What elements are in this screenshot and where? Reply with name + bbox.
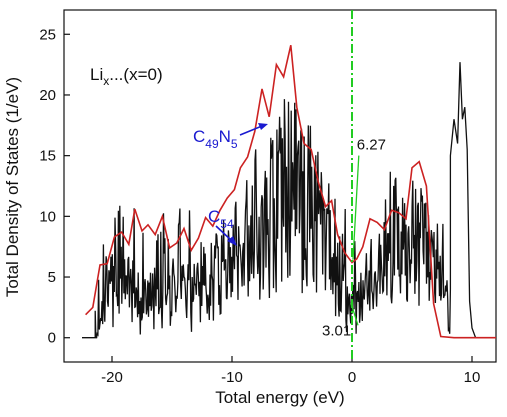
c49n5-arrow <box>239 125 263 136</box>
c54-arrow <box>215 225 233 242</box>
panel-label: Lix...(x=0) <box>90 65 163 88</box>
y-tick-label: 10 <box>39 208 56 225</box>
x-axis-ticks: -20 -10 0 10 <box>101 356 480 386</box>
y-tick-label: 0 <box>48 330 56 347</box>
x-tick-label: 0 <box>348 369 356 386</box>
series-layer <box>82 45 496 339</box>
annotation-leader <box>350 302 359 326</box>
annotation-leader <box>352 155 360 260</box>
series-line-c49n5 <box>85 45 496 339</box>
series-label-c54: C54 <box>208 207 234 231</box>
x-axis-label: Total energy (eV) <box>215 388 344 407</box>
plot-frame <box>63 9 497 363</box>
annotations-layer: 6.27 3.01 <box>215 123 386 339</box>
x-tick-label: -10 <box>221 369 243 386</box>
x-tick-label: 10 <box>464 369 481 386</box>
series-line-c54 <box>82 62 496 339</box>
y-axis-ticks: 0 5 10 15 20 25 <box>39 26 70 347</box>
c49n5-arrowhead <box>258 123 268 130</box>
annotation-value: 6.27 <box>357 137 386 154</box>
annotation-value: 3.01 <box>322 322 351 339</box>
y-tick-label: 5 <box>48 269 56 286</box>
series-label-c49n5: C49N5 <box>193 127 238 151</box>
y-tick-label: 25 <box>39 26 56 43</box>
y-tick-label: 20 <box>39 87 56 104</box>
c54-arrowhead <box>227 236 237 246</box>
y-tick-label: 15 <box>39 148 56 165</box>
y-axis-label: Total Density of States (1/eV) <box>3 77 22 297</box>
x-tick-label: -20 <box>101 369 123 386</box>
